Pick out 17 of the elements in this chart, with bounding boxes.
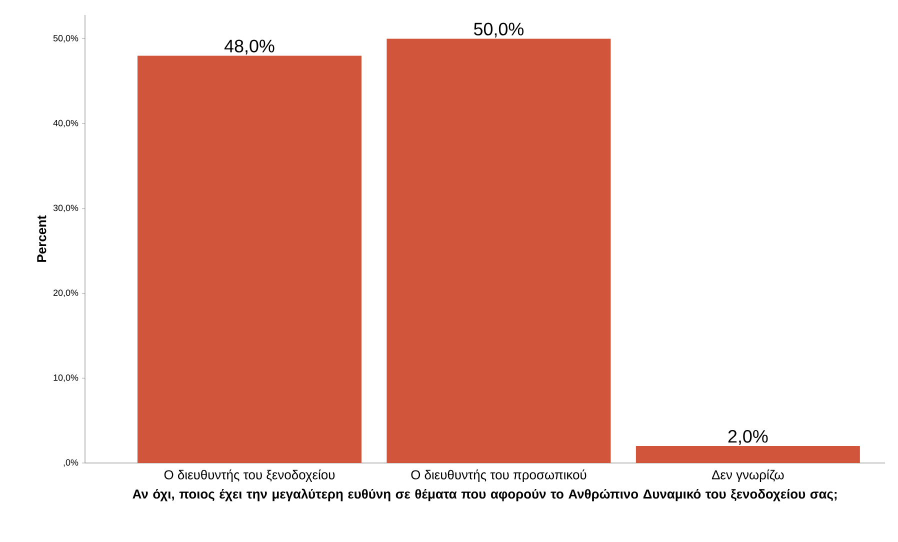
bar: [137, 56, 362, 463]
x-tick-label: Δεν γνωρίζω: [712, 470, 784, 482]
y-tick-label: 20,0%: [54, 290, 78, 297]
y-axis-title: Percent: [37, 215, 46, 262]
x-axis-title: Αν όχι, ποιος έχει την μεγαλύτερη ευθύνη σε θέματα που αφορούν το Ανθρώπινο Δυναμικό του ξενοδοχείου σας;: [132, 488, 837, 502]
y-tick-label: 30,0%: [53, 204, 78, 212]
bar: [636, 446, 860, 463]
x-tick-label: Ο διευθυντής του προσωπικού: [411, 470, 586, 482]
y-tick-label: 40,0%: [53, 120, 78, 128]
x-tick-label: Ο διευθυντής του ξενοδοχείου: [164, 470, 335, 482]
y-tick-label: 10,0%: [54, 374, 78, 382]
y-tick-label: ,0%: [64, 459, 78, 467]
data-label: 50,0%: [474, 22, 524, 38]
bar: [386, 38, 611, 463]
y-tick-label: 50,0%: [53, 35, 78, 42]
data-label: 2,0%: [728, 430, 768, 445]
data-label: 48,0%: [224, 40, 274, 55]
